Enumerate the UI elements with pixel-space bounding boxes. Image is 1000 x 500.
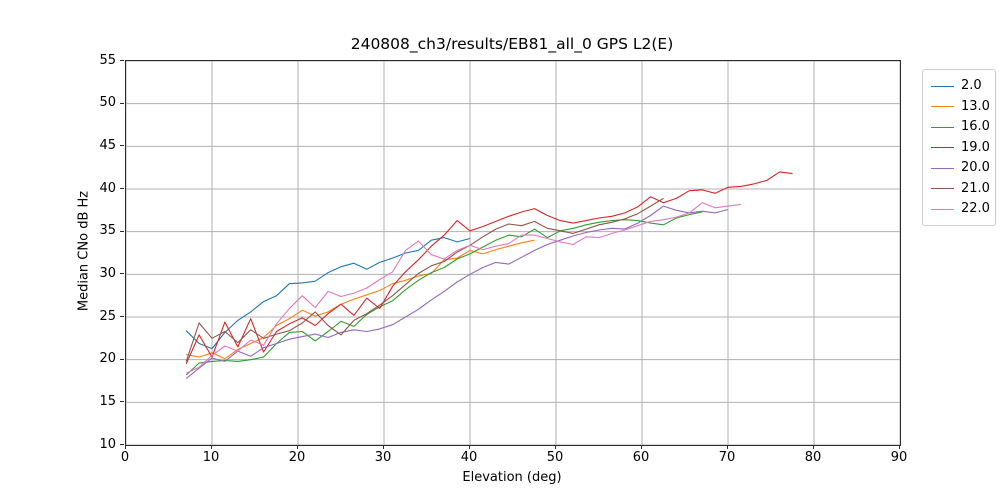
x-tick-mark [727,445,728,449]
series-line-21.0 [185,197,664,362]
legend-item-22.0: 22.0 [931,199,990,220]
y-tick-mark [120,316,124,317]
legend-line-swatch [931,167,954,169]
y-tick-label: 25 [99,308,116,324]
x-axis-label: Elevation (deg) [462,470,562,485]
x-tick-mark [125,445,126,449]
y-tick-mark [120,444,124,445]
x-tick-mark [813,445,814,449]
x-tick-mark [383,445,384,449]
y-tick-mark [120,230,124,232]
legend-label: 13.0 [961,98,990,114]
legend-label: 22.0 [961,201,990,217]
legend-line-swatch [931,85,954,87]
series-line-2.0 [185,237,471,350]
series-line-19.0 [185,171,793,365]
x-tick-mark [641,445,642,449]
x-tick-label: 70 [718,450,736,465]
y-tick-mark [120,145,124,147]
y-tick-mark [120,358,124,360]
legend-line-swatch [931,147,954,149]
x-tick-label: 40 [460,450,478,465]
x-tick-label: 80 [804,450,822,465]
legend-line-swatch [931,126,954,128]
legend: 2.0 13.0 16.0 19.0 20.0 21.0 22.0 [922,69,996,226]
y-tick-label: 15 [99,393,116,409]
y-tick-mark [120,273,124,275]
x-tick-label: 20 [288,450,306,465]
x-tick-label: 0 [120,450,130,465]
legend-line-swatch [931,106,954,108]
legend-label: 20.0 [961,160,990,176]
plot-area [125,60,901,446]
y-tick-label: 30 [99,265,116,281]
x-tick-label: 10 [202,450,220,465]
y-tick-label: 10 [99,436,116,452]
y-tick-mark [120,60,124,61]
y-tick-label: 45 [99,137,116,153]
series-line-16.0 [185,211,703,376]
y-tick-mark [120,188,124,189]
y-tick-label: 50 [99,95,116,111]
x-tick-label: 90 [890,450,908,465]
y-tick-label: 35 [99,223,116,239]
legend-line-swatch [931,208,954,210]
legend-label: 21.0 [961,180,990,196]
y-tick-mark [120,102,124,104]
chart-canvas [126,61,900,445]
series-line-13.0 [186,239,535,360]
y-tick-label: 20 [99,351,116,367]
legend-label: 19.0 [961,139,990,155]
x-tick-label: 30 [374,450,392,465]
x-tick-label: 50 [546,450,564,465]
x-tick-mark [555,445,556,449]
series-line-22.0 [185,202,741,374]
y-tick-label: 55 [99,52,116,68]
legend-item-2.0: 2.0 [931,76,987,97]
legend-item-21.0: 21.0 [931,179,990,200]
chart-title: 240808_ch3/results/EB81_all_0 GPS L2(E) [350,35,674,53]
legend-item-19.0: 19.0 [931,138,990,159]
x-tick-mark [211,445,212,449]
series-line-20.0 [185,205,729,379]
legend-line-swatch [931,188,954,190]
x-tick-label: 60 [632,450,650,465]
legend-label: 16.0 [961,119,990,135]
x-tick-mark [469,445,470,449]
x-tick-mark [297,445,298,449]
y-tick-mark [120,401,124,403]
legend-label: 2.0 [961,78,982,94]
x-tick-mark [899,445,900,449]
legend-item-20.0: 20.0 [931,158,990,179]
legend-item-13.0: 13.0 [931,97,990,118]
y-tick-label: 40 [99,180,116,196]
legend-item-16.0: 16.0 [931,117,990,138]
